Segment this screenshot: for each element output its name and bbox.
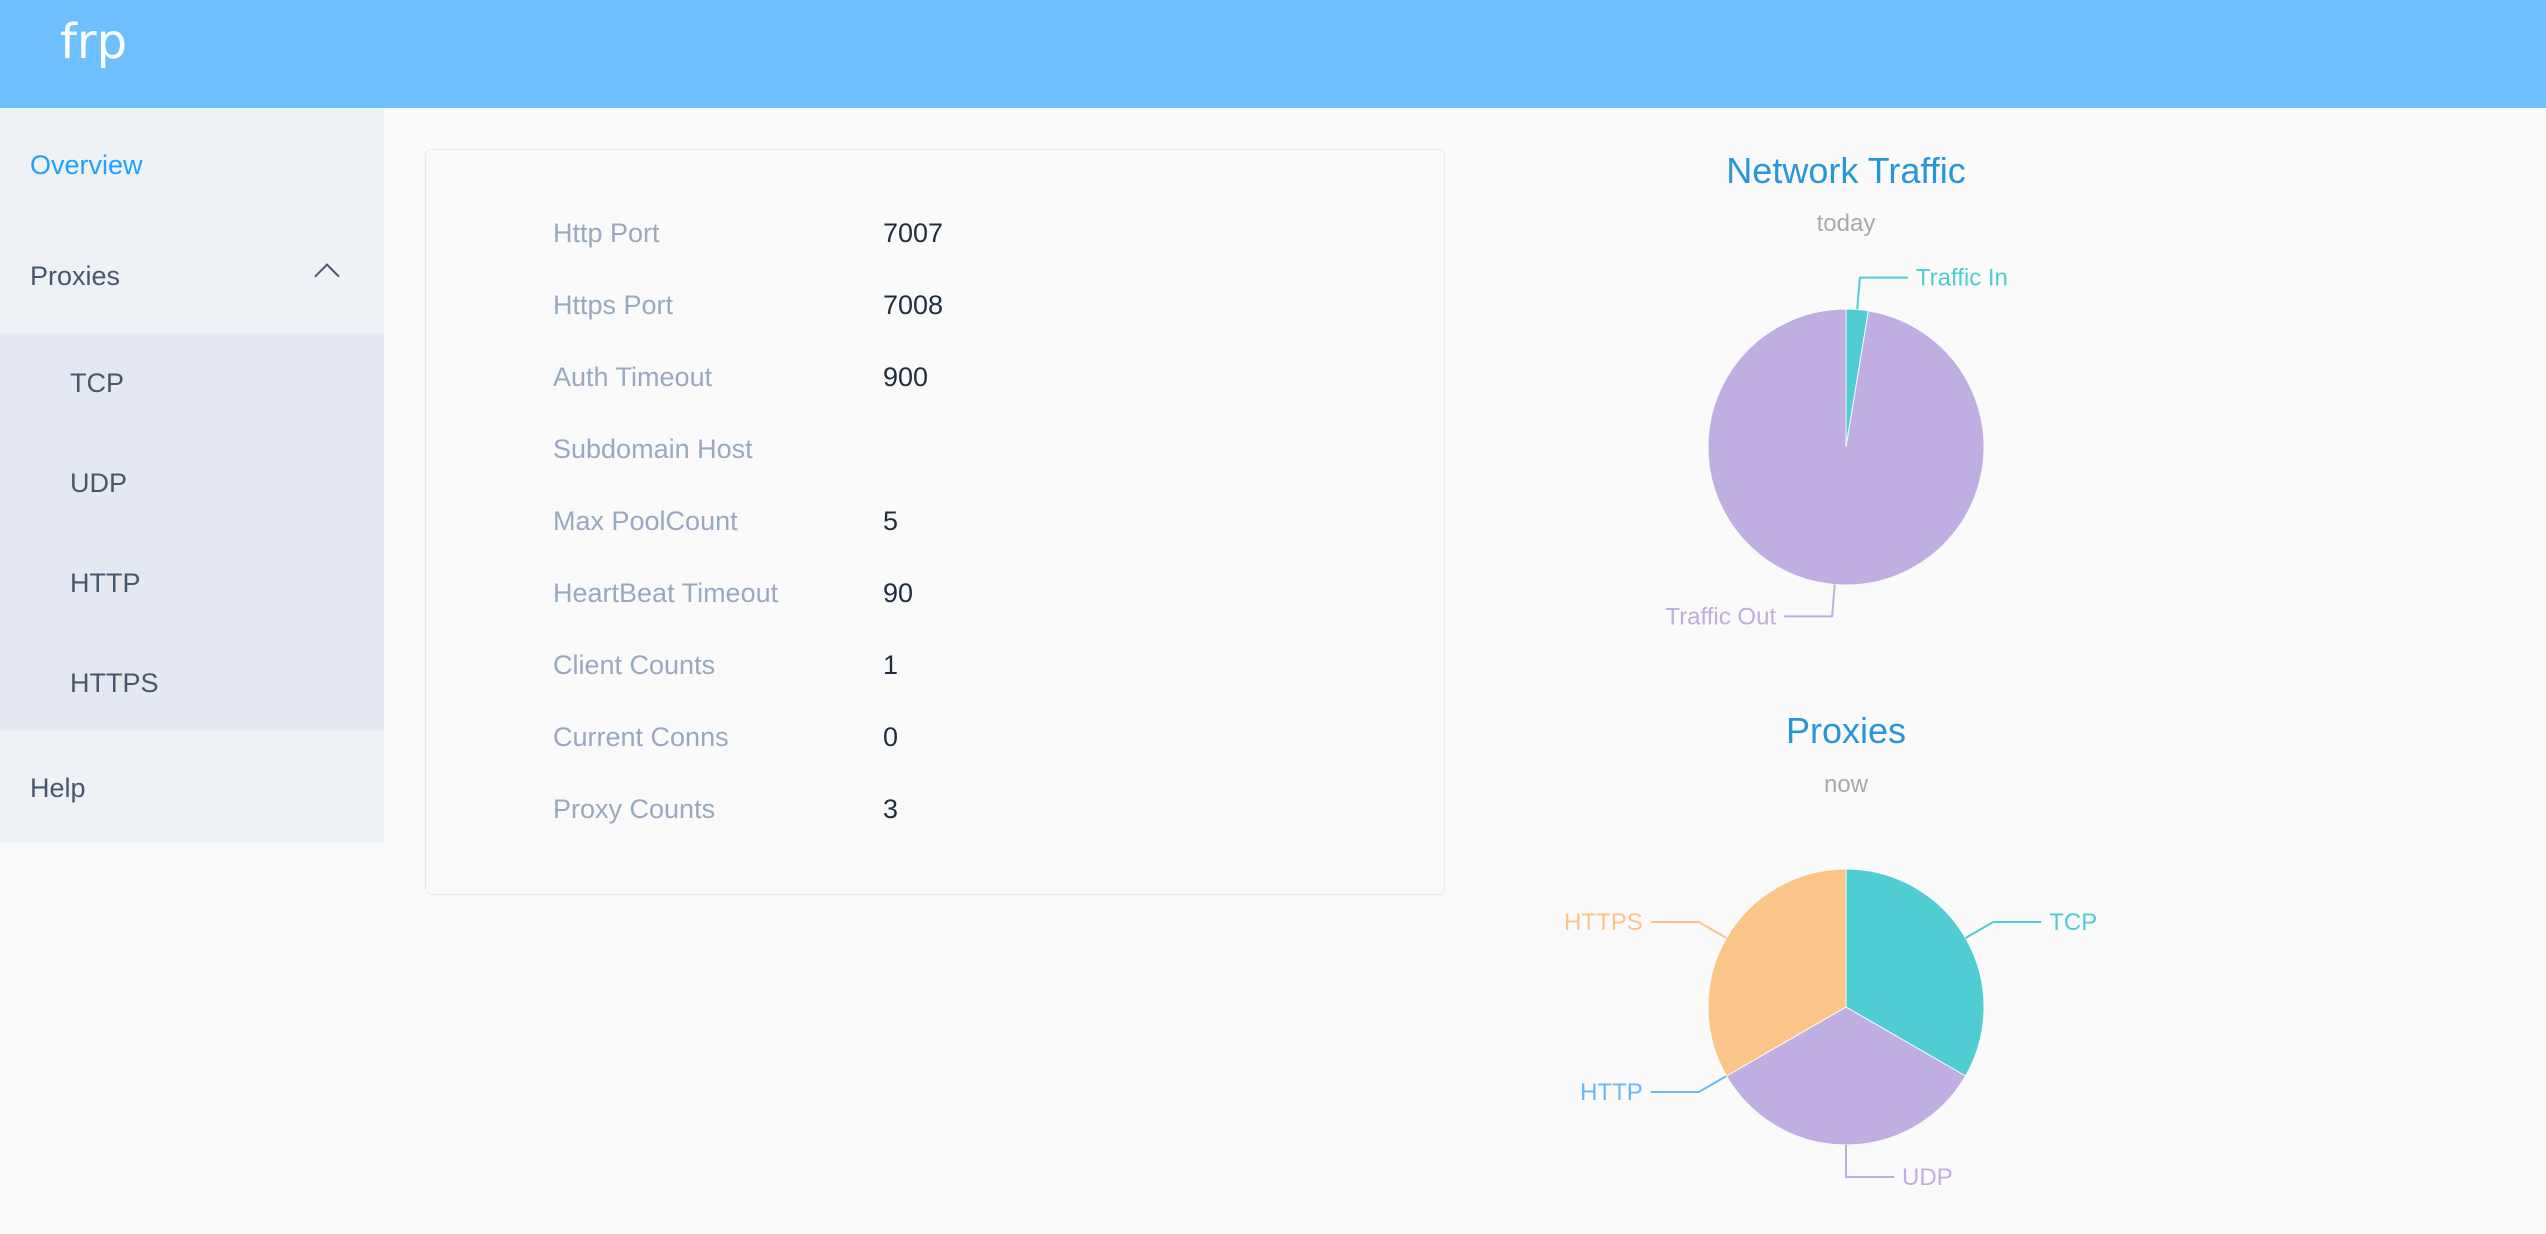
- traffic-chart-subtitle: today: [1816, 210, 1876, 237]
- sidebar-item-https[interactable]: HTTPS: [70, 668, 159, 698]
- sidebar-item-http[interactable]: HTTP: [70, 568, 141, 598]
- pie-slice[interactable]: [1707, 308, 1985, 586]
- slice-label: Traffic Out: [1665, 603, 1776, 630]
- info-label: Current Conns: [553, 722, 729, 752]
- info-value: 90: [883, 578, 914, 608]
- info-label: Subdomain Host: [553, 434, 753, 464]
- sidebar-item-udp[interactable]: UDP: [70, 468, 128, 498]
- label-line: [1845, 1145, 1894, 1178]
- info-label: Proxy Counts: [553, 794, 716, 824]
- info-label: HeartBeat Timeout: [553, 578, 779, 608]
- sidebar-item-help[interactable]: Help: [30, 773, 86, 803]
- traffic-pie-chart: Traffic In Traffic Out: [1665, 265, 2008, 631]
- info-value: 7007: [883, 218, 944, 248]
- slice-label: HTTPS: [1564, 909, 1643, 936]
- traffic-chart-title: Network Traffic: [1726, 150, 1966, 191]
- info-label: Auth Timeout: [553, 362, 713, 392]
- sidebar-item-overview[interactable]: Overview: [30, 150, 143, 180]
- label-line: [1856, 276, 1908, 310]
- label-line: [1650, 921, 1727, 939]
- slice-label: Traffic In: [1916, 265, 2008, 292]
- info-value: 0: [883, 722, 899, 752]
- chevron-up-icon[interactable]: [314, 263, 340, 289]
- info-value: 900: [883, 362, 929, 392]
- sidebar-item-tcp[interactable]: TCP: [70, 368, 124, 398]
- info-value: 3: [883, 794, 899, 824]
- info-label: Max PoolCount: [553, 506, 738, 536]
- slice-label: TCP: [2049, 909, 2097, 936]
- sidebar-item-label: Proxies: [30, 261, 121, 291]
- sidebar-nav: Overview Proxies TCP UDP HTTP HTTPS Help: [0, 108, 384, 843]
- top-header: frp: [0, 0, 2546, 108]
- info-value: 7008: [883, 290, 944, 320]
- info-value: 1: [883, 650, 899, 680]
- proxies-chart-title: Proxies: [1785, 710, 1907, 751]
- label-line: [1650, 1075, 1727, 1093]
- sidebar-item-proxies[interactable]: Proxies: [0, 219, 384, 333]
- info-label: Http Port: [553, 218, 660, 248]
- slice-label: UDP: [1902, 1164, 1953, 1191]
- server-info-card: Http Port 7007 Https Port 7008 Auth Timeout 9…: [425, 149, 1445, 895]
- app-logo[interactable]: frp: [60, 14, 128, 70]
- label-line: [1965, 921, 2042, 939]
- info-label: Client Counts: [553, 650, 716, 680]
- label-line: [1784, 584, 1836, 618]
- proxies-chart-subtitle: now: [1823, 771, 1869, 798]
- info-value: 5: [883, 506, 899, 536]
- proxies-submenu: TCP UDP HTTP HTTPS: [0, 333, 384, 731]
- slice-label: HTTP: [1580, 1079, 1643, 1106]
- proxies-pie-chart: TCP UDP HTTP HTTPS: [1564, 868, 2097, 1191]
- info-label: Https Port: [553, 290, 674, 320]
